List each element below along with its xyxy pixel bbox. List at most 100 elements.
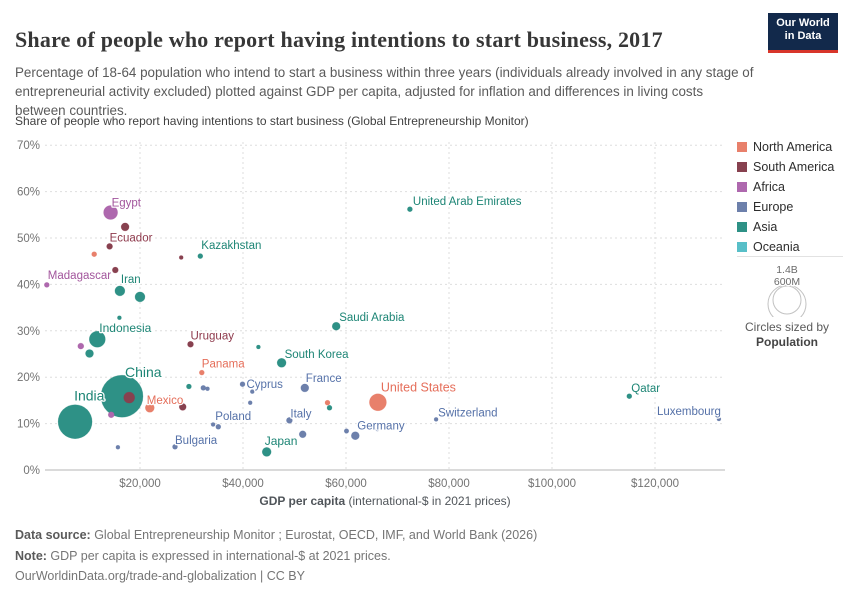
- size-caption-bold: Population: [756, 335, 818, 349]
- legend-label: Oceania: [753, 240, 800, 254]
- data-point-bulgaria[interactable]: [172, 443, 178, 450]
- data-point-south-korea[interactable]: [276, 357, 287, 368]
- data-point[interactable]: [200, 385, 207, 391]
- data-point-mexico[interactable]: [145, 402, 155, 413]
- data-point-panama[interactable]: [199, 369, 205, 376]
- country-label-ecuador[interactable]: Ecuador: [108, 231, 154, 246]
- data-point-uruguay[interactable]: [187, 340, 194, 348]
- legend-item-oceania[interactable]: Oceania: [737, 240, 847, 254]
- data-point-luxembourg[interactable]: [716, 416, 722, 422]
- page-title: Share of people who report having intent…: [15, 26, 663, 52]
- country-label-panama[interactable]: Panama: [201, 357, 247, 372]
- country-label-italy[interactable]: Italy: [289, 407, 313, 422]
- data-point[interactable]: [247, 400, 253, 406]
- legend-item-africa[interactable]: Africa: [737, 180, 847, 194]
- data-point[interactable]: [123, 391, 135, 404]
- country-label-mexico[interactable]: Mexico: [146, 394, 185, 409]
- data-point[interactable]: [210, 422, 216, 427]
- data-point[interactable]: [186, 383, 192, 390]
- data-point-madagascar[interactable]: [43, 282, 50, 288]
- data-point-qatar[interactable]: [626, 393, 633, 400]
- data-point[interactable]: [115, 444, 121, 450]
- country-label-china[interactable]: China: [124, 363, 163, 382]
- legend-swatch-europe: [737, 202, 747, 212]
- country-label-poland[interactable]: Poland: [214, 410, 252, 425]
- legend-item-south-america[interactable]: South America: [737, 160, 847, 174]
- legend-swatch-africa: [737, 182, 747, 192]
- data-point[interactable]: [107, 411, 115, 419]
- data-point-france[interactable]: [300, 383, 310, 393]
- size-caption-text: Circles sized by: [744, 320, 830, 334]
- data-point[interactable]: [85, 349, 94, 358]
- country-label-south-korea[interactable]: South Korea: [283, 348, 350, 363]
- data-point[interactable]: [91, 251, 97, 257]
- data-point-saudi-arabia[interactable]: [331, 321, 341, 331]
- data-point-iran[interactable]: [114, 285, 126, 297]
- data-point-united-states[interactable]: [369, 393, 387, 412]
- country-label-france[interactable]: France: [305, 372, 343, 387]
- data-point[interactable]: [205, 386, 210, 392]
- data-point[interactable]: [326, 404, 333, 411]
- data-point[interactable]: [375, 427, 380, 432]
- data-point[interactable]: [134, 291, 146, 303]
- data-point[interactable]: [112, 266, 119, 274]
- data-point-india[interactable]: [57, 404, 93, 440]
- data-point[interactable]: [117, 315, 122, 321]
- country-label-japan[interactable]: Japan: [263, 433, 298, 450]
- country-label-switzerland[interactable]: Switzerland: [437, 406, 499, 421]
- legend-item-europe[interactable]: Europe: [737, 200, 847, 214]
- data-point-germany[interactable]: [350, 431, 360, 441]
- data-point-poland[interactable]: [215, 423, 222, 430]
- legend-item-asia[interactable]: Asia: [737, 220, 847, 234]
- data-point[interactable]: [178, 255, 184, 260]
- country-label-uruguay[interactable]: Uruguay: [189, 329, 235, 344]
- data-point[interactable]: [324, 399, 331, 406]
- data-point-kazakhstan[interactable]: [197, 253, 204, 259]
- country-label-madagascar[interactable]: Madagascar: [47, 269, 113, 284]
- y-tick-label: 70%: [17, 140, 40, 152]
- data-point[interactable]: [343, 428, 350, 434]
- country-label-united-states[interactable]: United States: [380, 379, 458, 396]
- country-label-united-arab-emirates[interactable]: United Arab Emirates: [412, 195, 523, 210]
- data-point-china[interactable]: [100, 374, 144, 418]
- data-point[interactable]: [298, 430, 307, 439]
- legend-item-north-america[interactable]: North America: [737, 140, 847, 154]
- note-text: GDP per capita is expressed in internati…: [46, 548, 391, 563]
- country-label-india[interactable]: India: [73, 386, 106, 405]
- country-label-indonesia[interactable]: Indonesia: [98, 320, 153, 337]
- data-point-united-arab-emirates[interactable]: [407, 206, 413, 212]
- data-point[interactable]: [77, 342, 85, 350]
- legend-label: North America: [753, 140, 833, 154]
- country-label-egypt[interactable]: Egypt: [110, 196, 143, 211]
- country-label-kazakhstan[interactable]: Kazakhstan: [200, 239, 263, 254]
- country-label-bulgaria[interactable]: Bulgaria: [174, 434, 219, 449]
- data-point-japan[interactable]: [261, 447, 272, 457]
- data-point-italy[interactable]: [286, 417, 293, 424]
- data-point-indonesia[interactable]: [89, 330, 106, 348]
- data-point-egypt[interactable]: [103, 205, 118, 220]
- data-point-cyprus[interactable]: [239, 381, 246, 388]
- data-point[interactable]: [120, 222, 130, 232]
- data-point[interactable]: [256, 344, 261, 350]
- legend-label: South America: [753, 160, 835, 174]
- owid-logo-line2: in Data: [784, 30, 822, 42]
- country-label-luxembourg[interactable]: Luxembourg: [656, 405, 722, 420]
- legend-swatch-asia: [737, 222, 747, 232]
- data-point-ecuador[interactable]: [106, 243, 113, 250]
- country-label-saudi-arabia[interactable]: Saudi Arabia: [338, 311, 406, 326]
- y-tick-label: 0%: [23, 465, 40, 477]
- data-point[interactable]: [250, 389, 255, 394]
- country-label-germany[interactable]: Germany: [356, 419, 406, 434]
- legend-swatch-south-america: [737, 162, 747, 172]
- data-point[interactable]: [178, 403, 187, 411]
- data-point-switzerland[interactable]: [433, 417, 439, 422]
- country-label-iran[interactable]: Iran: [120, 273, 142, 288]
- owid-logo[interactable]: Our World in Data: [768, 13, 838, 53]
- note-line: Note: GDP per capita is expressed in int…: [15, 546, 835, 567]
- owid-url-link[interactable]: OurWorldinData.org/trade-and-globalizati…: [15, 569, 305, 583]
- country-label-cyprus[interactable]: Cyprus: [245, 378, 284, 393]
- country-label-qatar[interactable]: Qatar: [630, 382, 661, 397]
- note-label: Note:: [15, 548, 47, 563]
